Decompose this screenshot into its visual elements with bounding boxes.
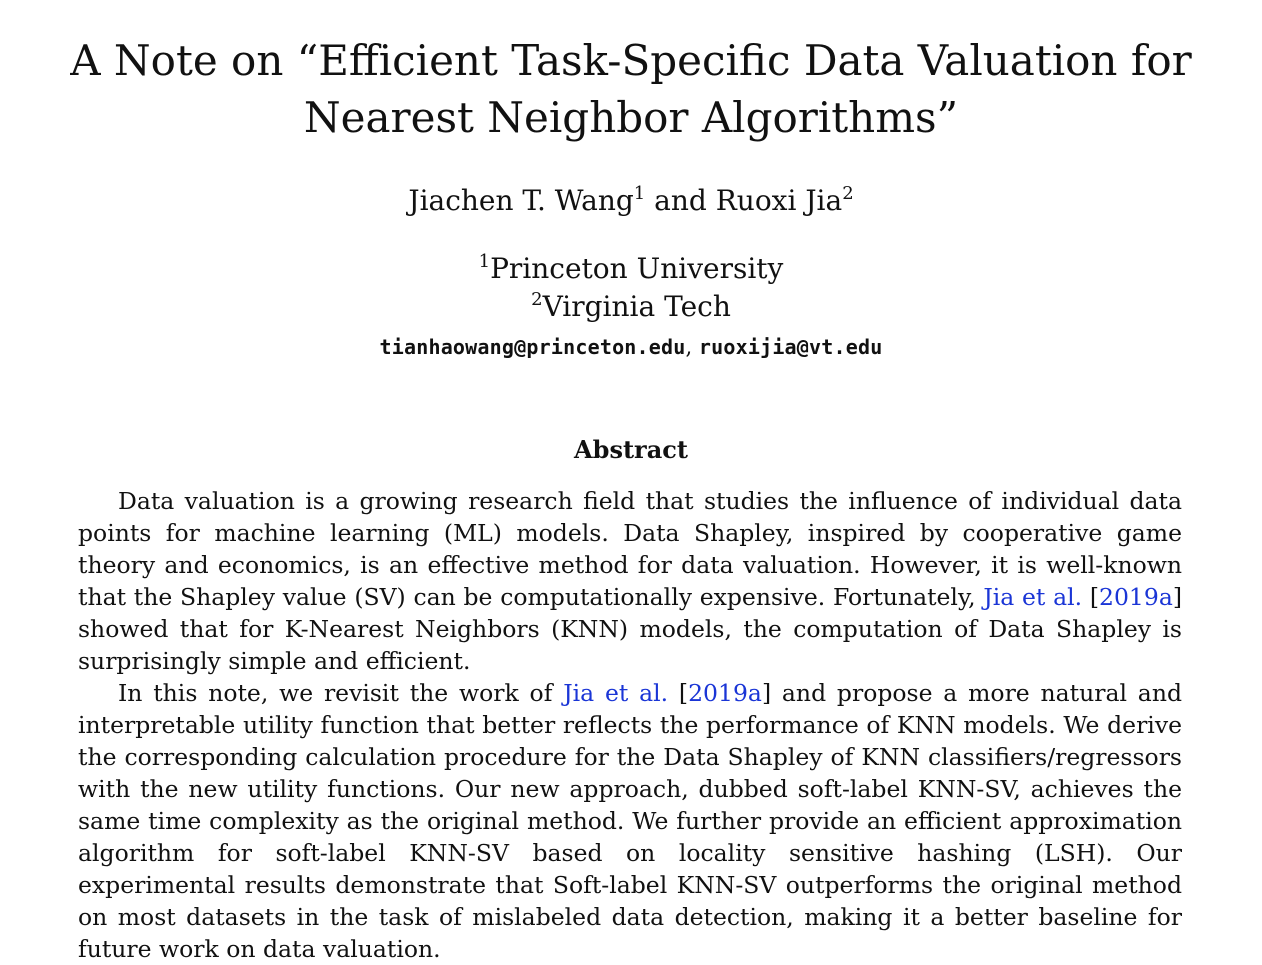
email-separator: , xyxy=(685,335,699,359)
email-address: ruoxijia@vt.edu xyxy=(698,335,883,359)
affiliation-name: Virginia Tech xyxy=(542,290,731,323)
abstract-heading: Abstract xyxy=(574,435,688,464)
author-joiner: and xyxy=(645,184,716,217)
abstract-paragraph: In this note, we revisit the work of Jia… xyxy=(78,677,1182,965)
affiliation-mark: 2 xyxy=(531,289,543,310)
citation-year-link[interactable]: 2019a xyxy=(688,679,762,707)
abstract-paragraph: Data valuation is a growing research fie… xyxy=(78,485,1182,677)
author-name: Jiachen T. Wang xyxy=(408,184,634,217)
affiliation-mark: 1 xyxy=(633,183,646,204)
abstract-text: Data valuation is a growing research fie… xyxy=(78,487,1182,611)
citation-bracket: [ xyxy=(668,679,689,707)
affiliation-mark: 1 xyxy=(478,251,491,272)
abstract-text: and propose a more natural and inter­pre… xyxy=(78,679,1182,963)
abstract-text: In this note, we revisit the work of xyxy=(118,679,564,707)
citation-year-link[interactable]: 2019a xyxy=(1099,583,1173,611)
citation-bracket: ] xyxy=(761,679,772,707)
affiliation-name: Princeton University xyxy=(490,252,784,285)
affiliation-line: 1Princeton University xyxy=(0,250,1262,288)
citation-author-link[interactable]: Jia et al. xyxy=(983,583,1083,611)
citation-bracket: ] xyxy=(1172,583,1183,611)
paper-title: A Note on “Efficient Task-Specific Data … xyxy=(70,36,1192,142)
email-address: tianhaowang@princeton.edu xyxy=(379,335,686,359)
abstract-text: showed that for K-Nearest Neighbors (KNN… xyxy=(78,615,1182,675)
affiliation-mark: 2 xyxy=(842,183,854,204)
citation-bracket: [ xyxy=(1082,583,1100,611)
affiliation-line: 2Virginia Tech xyxy=(0,288,1262,326)
abstract-body: Data valuation is a growing research fie… xyxy=(78,485,1182,965)
email-line: tianhaowang@princeton.edu, ruoxijia@vt.e… xyxy=(0,332,1262,362)
citation-author-link[interactable]: Jia et al. xyxy=(563,679,669,707)
author-name: Ruoxi Jia xyxy=(715,184,843,217)
author-line: Jiachen T. Wang1 and Ruoxi Jia2 xyxy=(0,182,1262,220)
